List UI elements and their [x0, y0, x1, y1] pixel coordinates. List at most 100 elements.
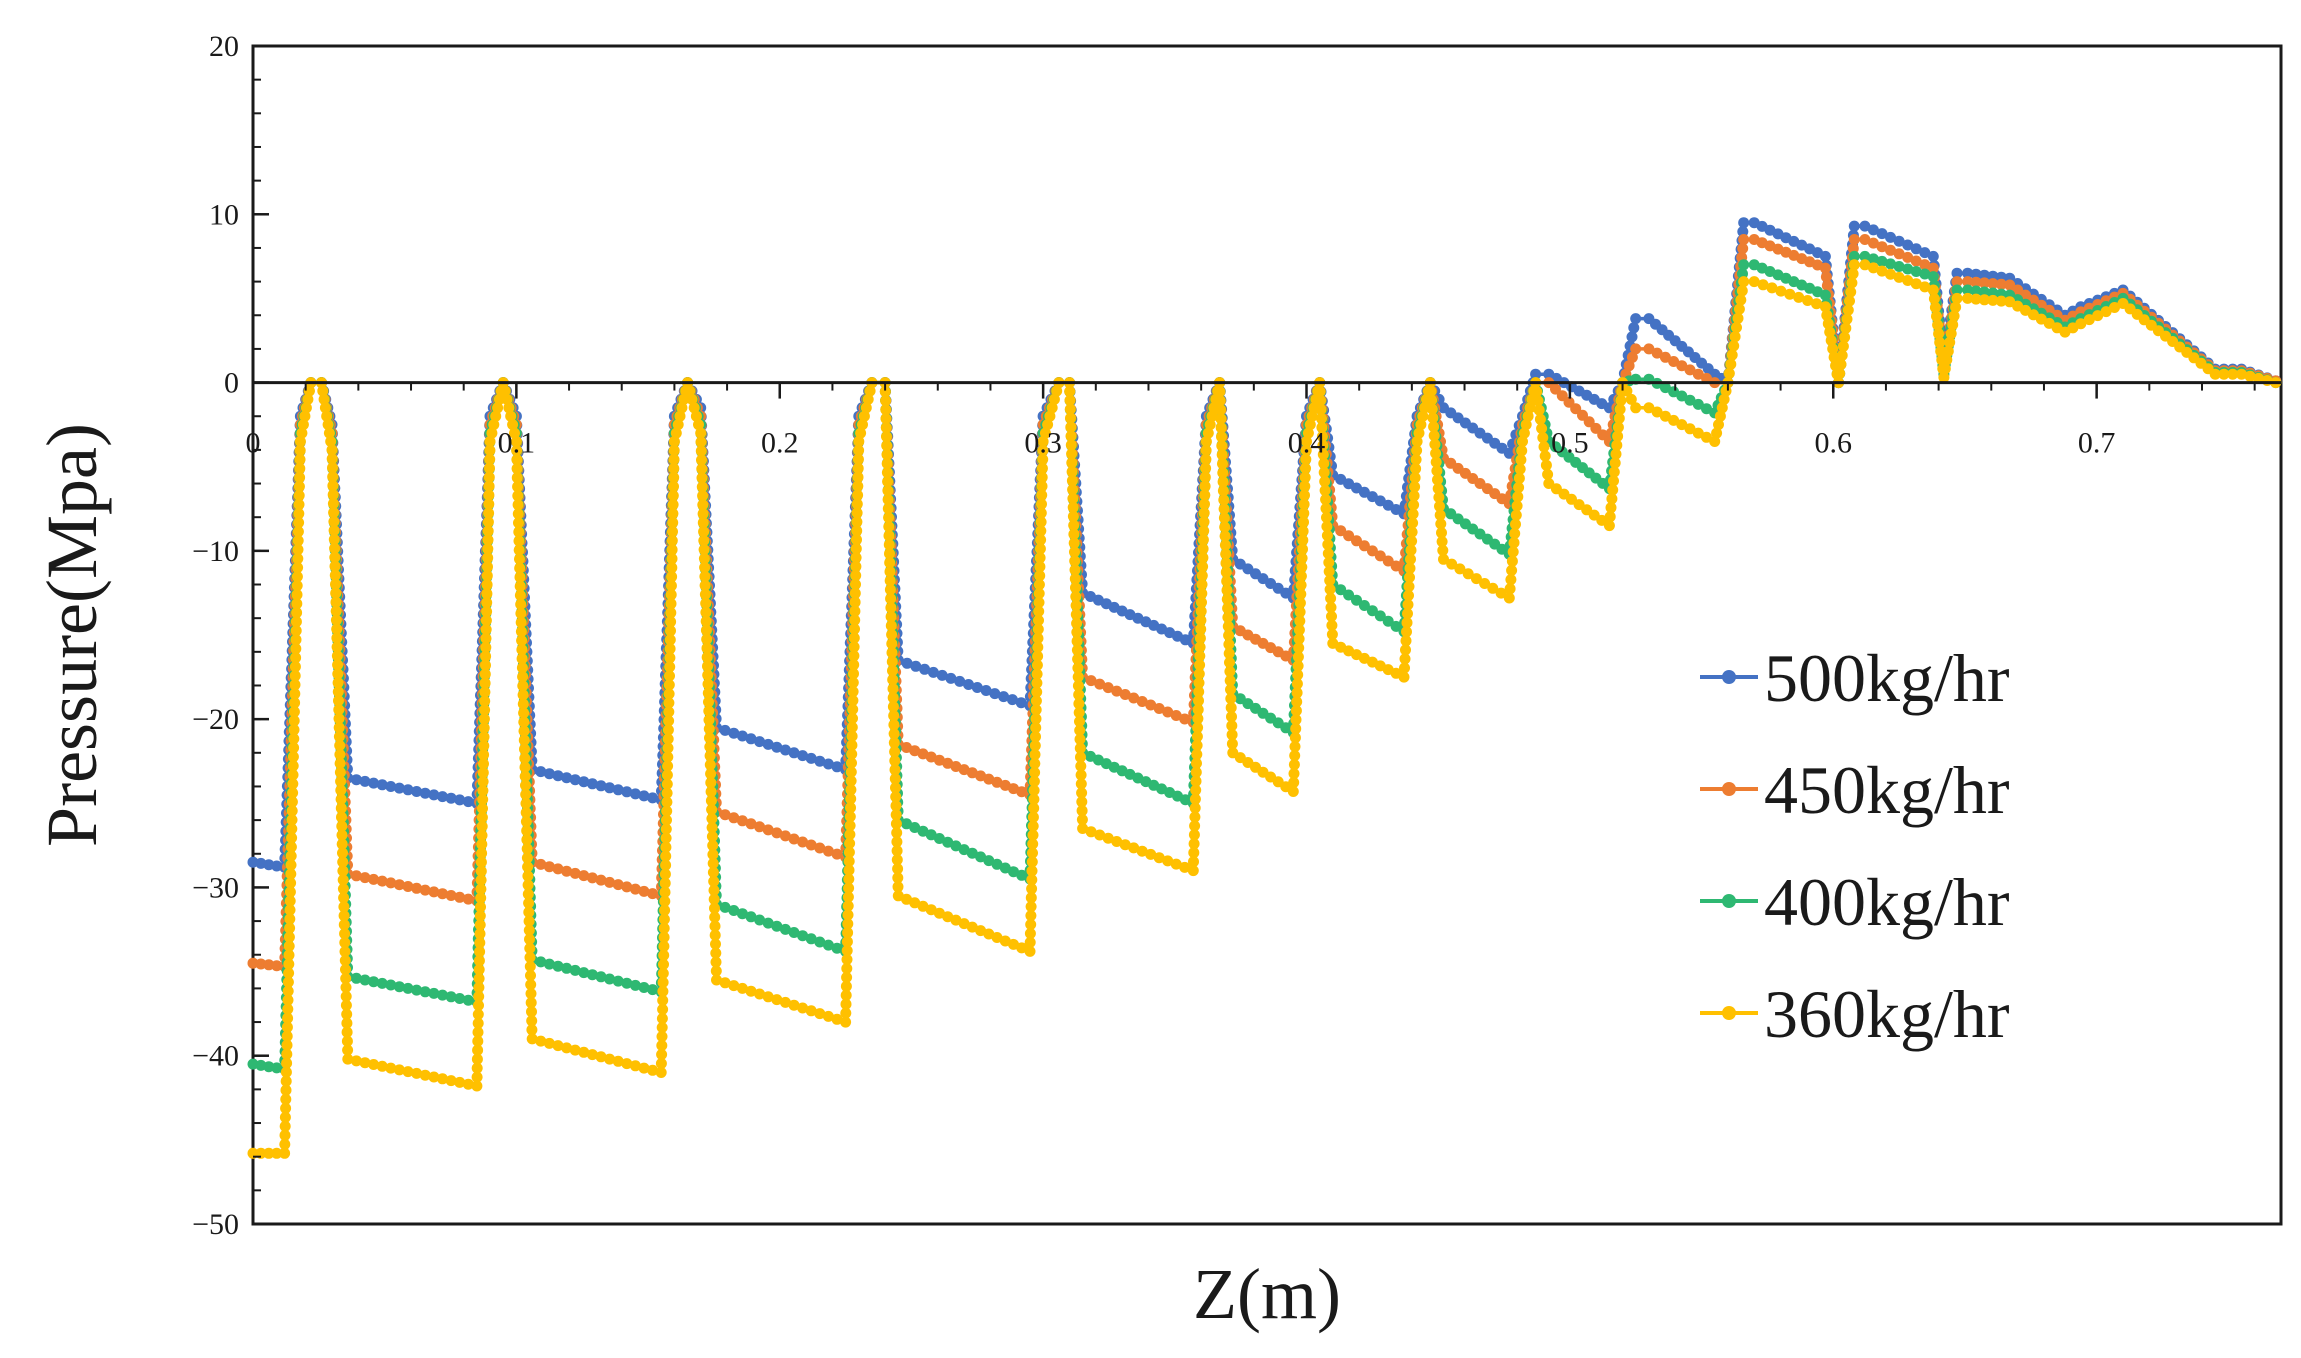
data-point [1403, 581, 1415, 592]
data-point [849, 605, 861, 617]
data-point [1430, 456, 1442, 468]
data-point [291, 598, 303, 610]
data-point [1407, 517, 1419, 529]
data-point [1324, 575, 1336, 586]
data-point [1839, 331, 1851, 343]
data-point [332, 668, 344, 680]
data-point [1659, 382, 1671, 394]
data-point [1508, 537, 1520, 549]
data-point [255, 958, 267, 970]
data-point [1315, 404, 1327, 416]
data-point [1927, 262, 1939, 274]
data-point [1902, 275, 1914, 286]
data-point [1030, 722, 1042, 734]
data-point [1951, 292, 1963, 304]
data-point [480, 615, 492, 626]
data-point [2004, 279, 2016, 291]
data-point [889, 746, 901, 758]
data-point [909, 822, 921, 833]
data-point [1834, 368, 1846, 379]
data-point [1297, 534, 1309, 546]
data-point [702, 669, 714, 681]
data-point [1978, 294, 1990, 306]
data-point [329, 551, 341, 563]
data-point [1294, 597, 1306, 609]
data-point [1136, 845, 1148, 857]
data-point [454, 993, 466, 1004]
data-point [851, 534, 862, 546]
data-point [699, 588, 711, 600]
data-point [526, 1015, 538, 1027]
data-point [1848, 234, 1860, 245]
data-point [523, 906, 535, 918]
data-point [678, 393, 690, 405]
data-point [1507, 546, 1519, 558]
data-point [1939, 363, 1951, 375]
data-point [1033, 588, 1045, 599]
data-point [862, 393, 874, 405]
data-point [665, 607, 677, 619]
data-point [884, 575, 896, 587]
data-point [419, 884, 431, 896]
data-point [719, 977, 731, 989]
data-point [1193, 695, 1204, 707]
data-point [471, 1080, 483, 1092]
data-point [822, 758, 834, 770]
data-point [843, 864, 855, 876]
data-point [1297, 543, 1308, 555]
data-point [1068, 537, 1080, 549]
data-point [586, 778, 598, 790]
data-point [657, 1003, 669, 1015]
data-point [666, 535, 678, 547]
data-point [1941, 354, 1953, 366]
data-point [864, 385, 876, 397]
data-point [1064, 403, 1076, 415]
data-point [695, 427, 707, 439]
data-point [1503, 592, 1515, 604]
data-point [518, 716, 530, 728]
data-point [280, 1066, 292, 1078]
data-point [1193, 686, 1205, 698]
data-point [1221, 593, 1233, 605]
data-point [287, 787, 299, 799]
series-360kghr [247, 259, 2282, 1159]
data-point [890, 809, 902, 821]
data-point [336, 820, 348, 832]
data-point [1026, 856, 1038, 868]
data-point [522, 870, 534, 882]
data-point [1067, 493, 1079, 504]
data-point [1298, 498, 1310, 510]
data-point [1859, 250, 1871, 262]
data-point [1191, 739, 1203, 751]
data-point [1520, 419, 1532, 431]
data-point [1298, 516, 1309, 528]
data-point [656, 1049, 668, 1060]
data-point [1374, 550, 1386, 562]
data-point [1048, 393, 1060, 405]
data-point [522, 861, 534, 873]
data-point [428, 1071, 440, 1083]
data-point [514, 562, 526, 574]
data-point [1188, 829, 1200, 841]
data-point [1479, 578, 1491, 589]
data-point [1821, 280, 1833, 292]
data-point [703, 696, 714, 708]
data-point [1302, 427, 1314, 439]
data-point [552, 863, 564, 875]
data-point [282, 994, 294, 1006]
data-point [1188, 856, 1199, 868]
data-point [754, 988, 766, 1000]
data-point [668, 436, 680, 447]
legend-swatch-marker [1722, 1006, 1736, 1020]
data-point [708, 875, 720, 887]
data-point [890, 800, 902, 812]
data-point [1714, 410, 1726, 422]
data-point [1409, 481, 1421, 493]
data-point [888, 728, 900, 740]
data-point [847, 686, 859, 698]
data-point [688, 402, 700, 414]
data-point [991, 932, 1003, 943]
data-point [700, 624, 712, 636]
data-point [1948, 310, 1960, 322]
data-point [696, 454, 707, 466]
